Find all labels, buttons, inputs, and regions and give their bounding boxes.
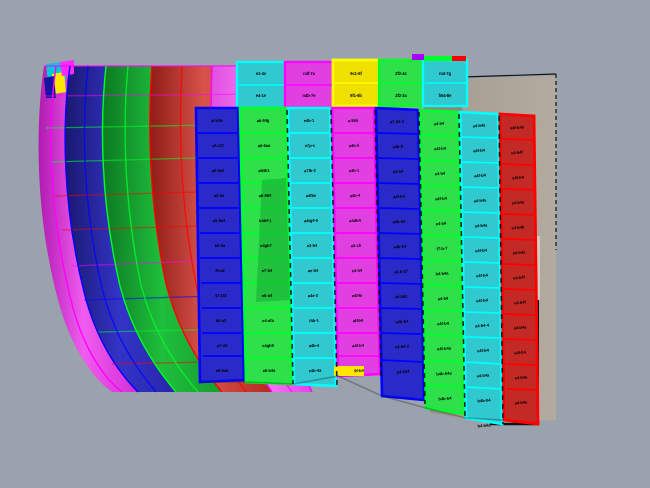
top-strip-row[interactable] [235,54,469,110]
mesh-column-6 [238,106,294,386]
mesh-column-5 [194,106,246,384]
mesh-column-12 [498,112,540,426]
mesh-column-8 [330,106,382,378]
labelled-mesh-columns[interactable] [194,106,540,426]
bottom-edge-shadow [200,375,505,421]
mesh-column-9 [374,106,426,402]
mesh-column-7 [286,106,338,388]
mesh-column-11 [458,110,504,426]
mesh-column-10 [418,108,466,416]
